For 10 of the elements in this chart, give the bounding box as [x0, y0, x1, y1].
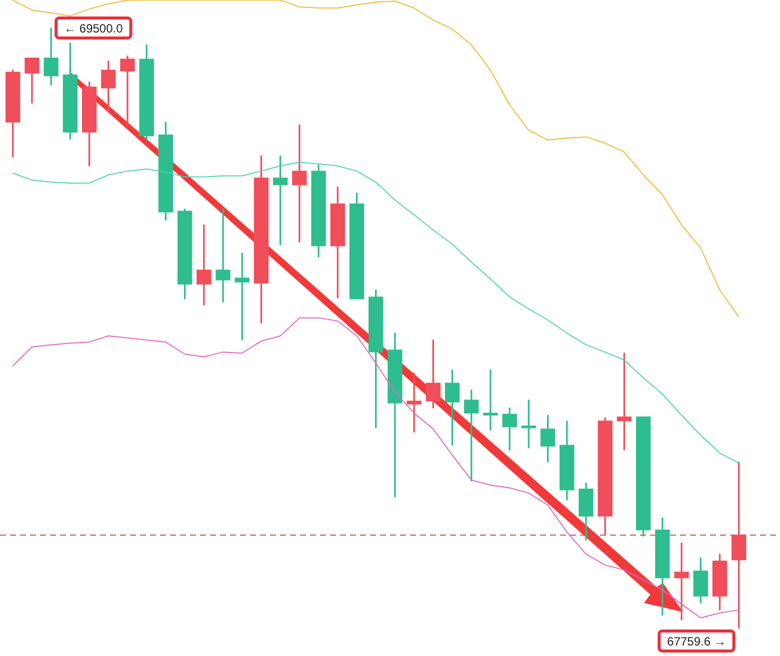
candlestick [24, 58, 40, 104]
candlestick [120, 56, 135, 126]
candlestick [196, 224, 212, 306]
annotation: ← 69500.0 [64, 21, 124, 36]
candlestick [44, 28, 58, 86]
candlestick [234, 252, 250, 340]
candlestick [216, 208, 230, 302]
text: 67759.6 → [667, 634, 726, 648]
candlestick [101, 60, 116, 112]
candlestick [406, 372, 422, 432]
